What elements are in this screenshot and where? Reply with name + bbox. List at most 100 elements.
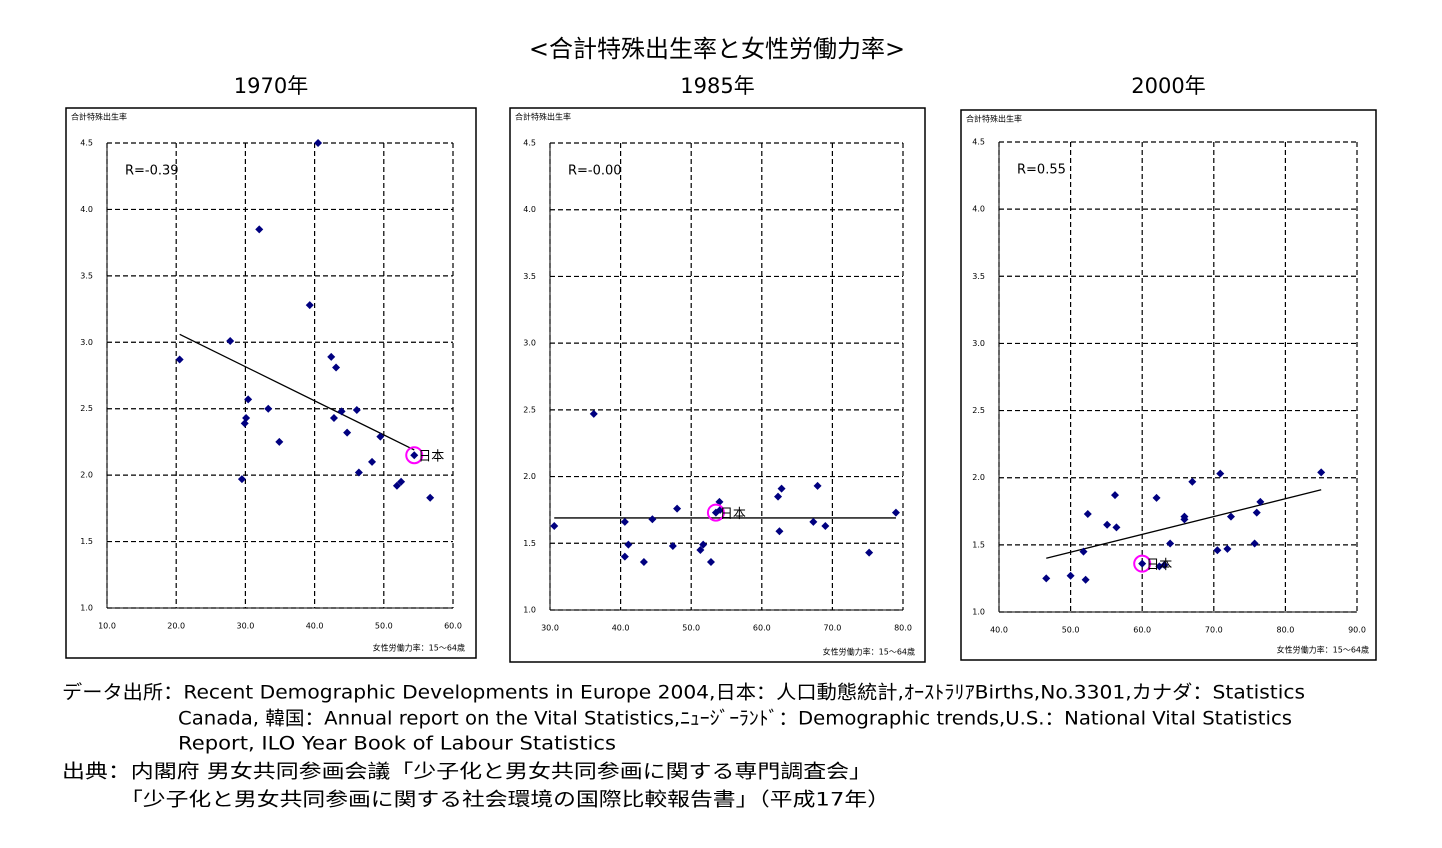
data-point xyxy=(255,225,264,234)
x-tick-label: 60.0 xyxy=(444,622,462,631)
data-point xyxy=(329,414,338,423)
x-tick-label: 50.0 xyxy=(682,624,700,633)
data-point xyxy=(706,557,715,566)
data-point xyxy=(376,432,385,441)
note: 「少子化と男女共同参画に関する社会環境の国際比較報告書」（平成17年） xyxy=(120,789,890,811)
data-point xyxy=(1256,497,1265,506)
chart-title: 2000年 xyxy=(1131,74,1205,98)
x-tick-label: 40.0 xyxy=(612,624,630,633)
x-axis-title: 女性労働力率：15～64歳 xyxy=(823,647,915,657)
data-point xyxy=(1083,509,1092,518)
data-point xyxy=(865,548,874,557)
trend-line xyxy=(179,333,415,451)
x-tick-label: 10.0 xyxy=(98,622,116,631)
data-point xyxy=(1110,491,1119,500)
data-point xyxy=(1152,493,1161,502)
data-point xyxy=(809,517,818,526)
x-axis-title: 女性労働力率：15～64歳 xyxy=(1277,645,1369,655)
y-tick-label: 4.5 xyxy=(523,139,536,148)
x-tick-label: 60.0 xyxy=(753,624,771,633)
data-point xyxy=(550,521,559,530)
panel-frame xyxy=(65,107,477,659)
annotation: R=-0.39 xyxy=(125,164,179,179)
japan-label: 日本 xyxy=(720,507,746,522)
data-point xyxy=(1180,512,1189,521)
x-tick-label: 80.0 xyxy=(1276,626,1294,635)
japan-label: 日本 xyxy=(418,450,444,465)
x-tick-label: 50.0 xyxy=(1062,626,1080,635)
data-point xyxy=(668,541,677,550)
note: Canada, 韓国：Annual report on the Vital St… xyxy=(178,708,1292,730)
y-tick-label: 1.0 xyxy=(523,606,536,615)
y-tick-label: 1.0 xyxy=(80,604,93,613)
data-point xyxy=(620,552,629,561)
data-point xyxy=(1160,561,1169,569)
data-point xyxy=(332,363,341,372)
japan-label: 日本 xyxy=(1146,558,1172,573)
panel-frame xyxy=(960,109,1377,661)
data-point xyxy=(175,355,184,364)
data-point xyxy=(1042,574,1051,583)
x-tick-label: 50.0 xyxy=(375,622,393,631)
data-point xyxy=(327,352,336,361)
y-tick-label: 4.0 xyxy=(523,205,536,214)
data-point xyxy=(226,336,235,345)
japan-point xyxy=(1138,559,1147,568)
x-tick-label: 80.0 xyxy=(894,624,912,633)
japan-highlight xyxy=(1133,554,1152,573)
x-tick-label: 20.0 xyxy=(167,622,185,631)
data-point xyxy=(244,395,253,404)
data-point xyxy=(237,475,246,484)
data-point xyxy=(1112,523,1121,532)
data-point xyxy=(305,301,314,310)
note: 出典：内閣府 男女共同参画会議「少子化と男女共同参画に関する専門調査会」 xyxy=(62,761,872,783)
data-point xyxy=(777,484,786,493)
data-point xyxy=(343,428,352,437)
y-tick-label: 1.5 xyxy=(80,537,93,546)
x-tick-label: 70.0 xyxy=(823,624,841,633)
data-point xyxy=(673,504,682,513)
data-point xyxy=(354,468,363,477)
y-tick-label: 2.0 xyxy=(523,472,536,481)
data-point xyxy=(275,437,284,446)
y-tick-label: 2.5 xyxy=(523,405,536,414)
data-point xyxy=(1081,575,1090,584)
data-point xyxy=(397,477,406,486)
y-tick-label: 1.5 xyxy=(523,539,536,548)
data-point xyxy=(1226,512,1235,521)
data-point xyxy=(821,521,830,530)
note: Report, ILO Year Book of Labour Statisti… xyxy=(178,733,616,755)
y-tick-label: 1.0 xyxy=(972,608,985,617)
annotation: R=0.55 xyxy=(1017,163,1066,178)
data-point xyxy=(264,404,273,413)
chart-title: 1970年 xyxy=(234,74,308,98)
trend-line xyxy=(1046,489,1322,559)
japan-highlight xyxy=(706,503,725,522)
data-point xyxy=(368,457,377,466)
x-tick-label: 40.0 xyxy=(990,626,1008,635)
data-point xyxy=(1250,539,1259,548)
data-point xyxy=(337,407,346,416)
japan-highlight xyxy=(405,446,424,465)
data-point xyxy=(589,409,598,418)
data-point xyxy=(392,481,401,490)
y-tick-label: 2.5 xyxy=(972,406,985,415)
data-point xyxy=(1317,468,1326,477)
data-point xyxy=(426,493,435,502)
y-tick-label: 3.5 xyxy=(523,272,536,281)
data-point xyxy=(639,557,648,566)
x-tick-label: 30.0 xyxy=(541,624,559,633)
x-tick-label: 30.0 xyxy=(236,622,254,631)
y-axis-title: 合計特殊出生率 xyxy=(71,112,127,122)
annotation: R=-0.00 xyxy=(568,164,622,179)
data-point xyxy=(1223,544,1232,553)
chart-title: 1985年 xyxy=(680,74,754,98)
japan-point xyxy=(410,451,419,460)
y-tick-label: 2.5 xyxy=(80,404,93,413)
data-point xyxy=(1079,547,1088,556)
x-tick-label: 60.0 xyxy=(1133,626,1151,635)
data-point xyxy=(1166,539,1175,548)
data-point xyxy=(813,481,822,490)
data-point xyxy=(624,540,633,549)
y-tick-label: 3.0 xyxy=(523,339,536,348)
